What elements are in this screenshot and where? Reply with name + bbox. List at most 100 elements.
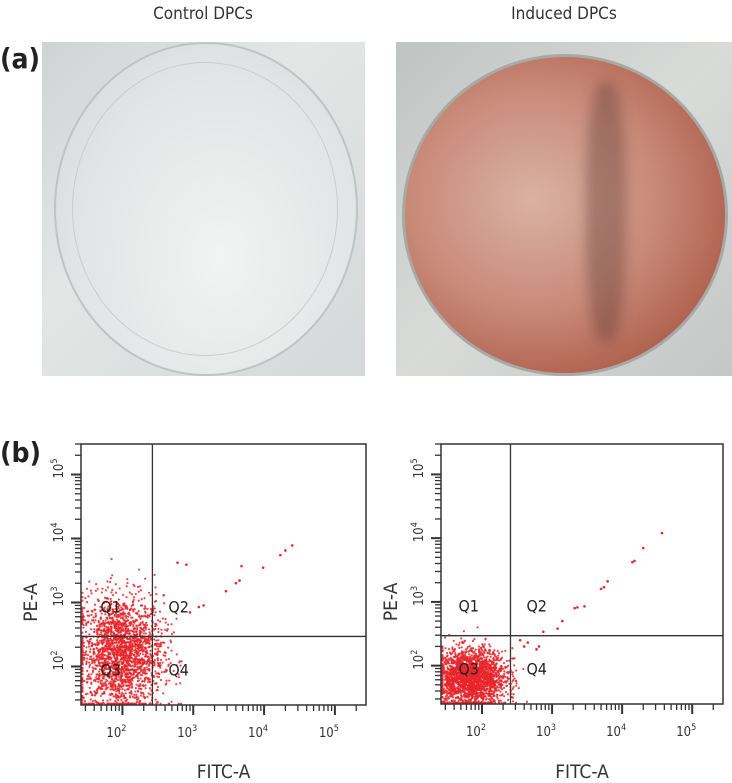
data-point (93, 690, 96, 693)
data-point (448, 701, 451, 704)
data-point (104, 589, 108, 592)
data-point (106, 580, 109, 583)
data-point (128, 657, 131, 660)
data-point (115, 629, 118, 633)
data-point (131, 629, 134, 633)
data-point (156, 657, 159, 660)
data-point (455, 676, 458, 679)
data-point (470, 649, 473, 652)
data-point (139, 589, 143, 592)
data-point (454, 673, 457, 677)
data-point (121, 688, 124, 691)
data-point (452, 639, 455, 642)
data-point (140, 687, 143, 691)
data-point (96, 624, 99, 627)
data-point (498, 659, 501, 662)
data-point (573, 606, 576, 610)
data-point (479, 676, 482, 679)
data-point (125, 596, 128, 599)
data-point (146, 668, 149, 671)
data-point (446, 667, 450, 671)
data-point (81, 690, 84, 693)
data-point (97, 655, 100, 658)
data-point (136, 674, 139, 677)
data-point (84, 653, 88, 656)
data-point (144, 637, 147, 640)
data-point (450, 653, 453, 656)
data-point (149, 649, 152, 652)
data-point (109, 606, 112, 610)
data-point (137, 671, 141, 675)
data-point (138, 654, 141, 657)
data-point (447, 657, 450, 660)
data-point (129, 622, 132, 625)
data-point (101, 587, 104, 590)
data-point (164, 621, 167, 624)
data-point (97, 680, 100, 683)
data-point (83, 699, 87, 703)
data-point (81, 631, 84, 634)
data-point (147, 628, 151, 631)
data-point (238, 579, 241, 582)
data-point (115, 641, 118, 644)
data-point (481, 642, 484, 646)
data-point (143, 655, 147, 658)
data-point (459, 692, 462, 695)
data-point (467, 656, 470, 659)
data-point (109, 641, 112, 645)
data-point (81, 670, 84, 673)
data-point (489, 688, 492, 691)
data-point (153, 614, 156, 617)
data-point (122, 695, 125, 698)
data-point (452, 682, 455, 685)
data-point (112, 651, 116, 654)
data-point (124, 629, 127, 632)
data-point (132, 608, 135, 611)
data-point (110, 669, 113, 672)
data-point (153, 573, 156, 576)
data-point (176, 561, 179, 564)
data-point (119, 631, 122, 634)
data-point (107, 626, 110, 629)
data-point (107, 620, 110, 623)
data-point (81, 663, 84, 666)
data-point (482, 668, 485, 671)
data-point (128, 696, 132, 699)
data-point (452, 672, 456, 675)
data-point (448, 672, 452, 675)
data-point (81, 683, 84, 686)
data-point (136, 627, 139, 630)
data-point (103, 657, 106, 660)
data-point (89, 650, 92, 653)
data-point (134, 690, 137, 693)
data-point (487, 672, 491, 676)
data-point (445, 676, 449, 679)
y-tick-exponent: 4 (410, 522, 420, 527)
data-point (146, 614, 149, 617)
data-point (83, 658, 86, 661)
data-point (107, 605, 110, 608)
data-point (492, 673, 495, 676)
data-point (144, 687, 147, 690)
data-point (493, 671, 496, 674)
data-point (125, 645, 128, 648)
data-point (488, 660, 491, 663)
data-point (466, 693, 469, 696)
data-point (167, 657, 171, 661)
data-point (135, 698, 139, 701)
x-tick-exponent: 5 (691, 723, 696, 733)
x-tick-label: 105 (676, 723, 696, 740)
data-point (445, 694, 449, 697)
data-point (89, 676, 92, 679)
data-point (131, 639, 134, 642)
data-point (450, 689, 453, 692)
data-point (511, 687, 514, 691)
data-point (134, 647, 137, 650)
data-point (141, 684, 144, 687)
data-point (495, 675, 499, 678)
data-point (507, 672, 510, 675)
data-point (92, 653, 95, 656)
data-point (104, 649, 107, 652)
data-point (484, 668, 487, 672)
data-point (133, 670, 136, 673)
